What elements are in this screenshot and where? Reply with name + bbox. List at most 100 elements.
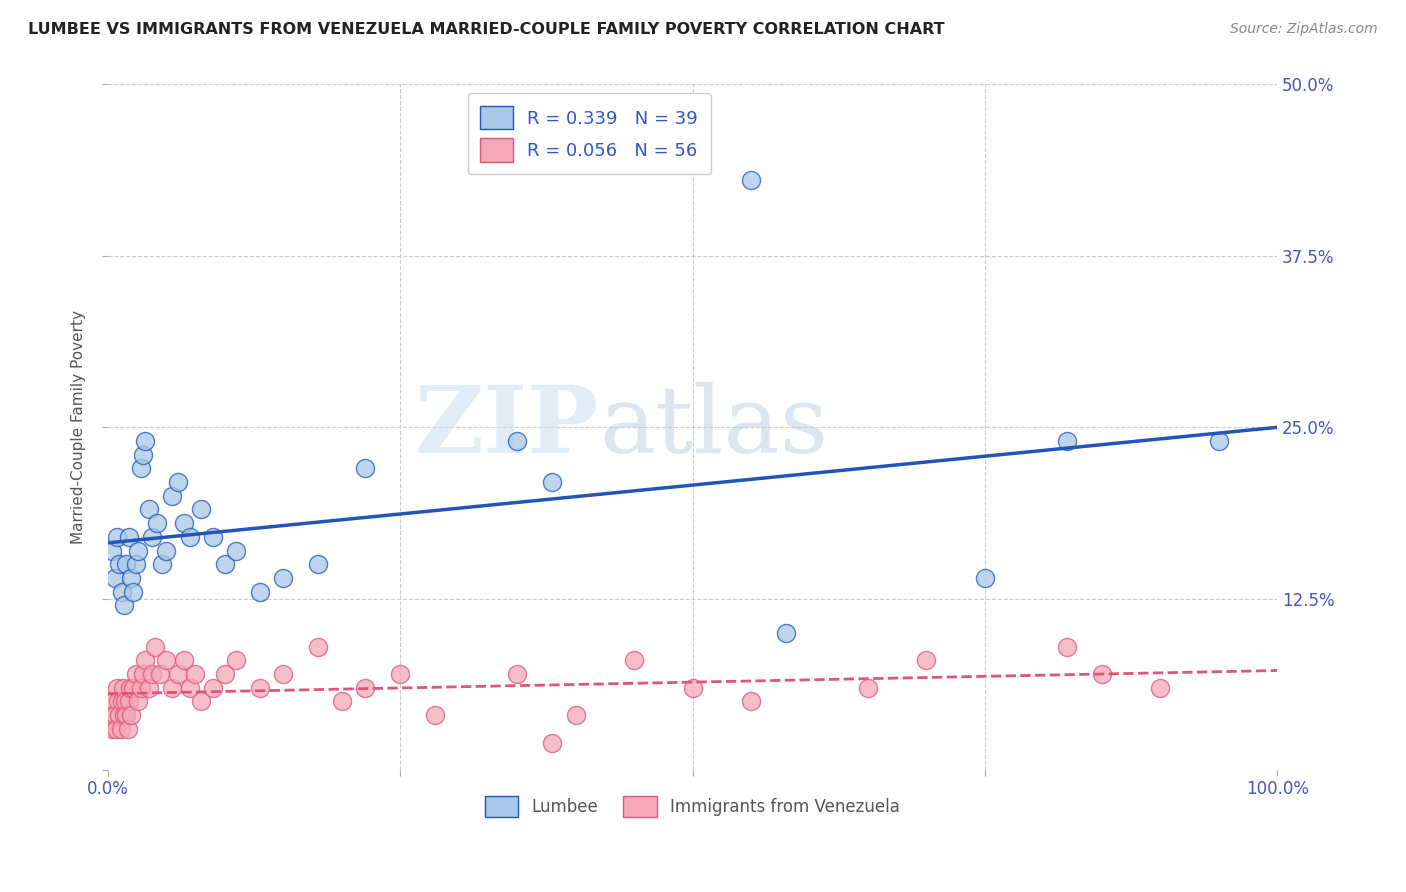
Point	[179, 530, 201, 544]
Point	[143, 640, 166, 654]
Point	[202, 530, 225, 544]
Point	[214, 667, 236, 681]
Point	[425, 708, 447, 723]
Point	[138, 681, 160, 695]
Text: LUMBEE VS IMMIGRANTS FROM VENEZUELA MARRIED-COUPLE FAMILY POVERTY CORRELATION CH: LUMBEE VS IMMIGRANTS FROM VENEZUELA MARR…	[28, 22, 945, 37]
Text: Source: ZipAtlas.com: Source: ZipAtlas.com	[1230, 22, 1378, 37]
Point	[1091, 667, 1114, 681]
Point	[110, 722, 132, 736]
Point	[173, 653, 195, 667]
Point	[104, 722, 127, 736]
Point	[105, 681, 128, 695]
Point	[100, 708, 122, 723]
Point	[118, 530, 141, 544]
Point	[354, 681, 377, 695]
Point	[307, 640, 329, 654]
Y-axis label: Married-Couple Family Poverty: Married-Couple Family Poverty	[72, 310, 86, 544]
Point	[122, 681, 145, 695]
Point	[134, 434, 156, 448]
Point	[915, 653, 938, 667]
Point	[115, 708, 138, 723]
Legend: Lumbee, Immigrants from Venezuela: Lumbee, Immigrants from Venezuela	[478, 789, 907, 823]
Point	[389, 667, 412, 681]
Point	[138, 502, 160, 516]
Point	[111, 681, 134, 695]
Point	[127, 694, 149, 708]
Point	[167, 475, 190, 489]
Point	[160, 681, 183, 695]
Point	[112, 599, 135, 613]
Point	[173, 516, 195, 531]
Point	[775, 626, 797, 640]
Point	[111, 584, 134, 599]
Point	[1208, 434, 1230, 448]
Point	[190, 502, 212, 516]
Point	[146, 516, 169, 531]
Point	[740, 694, 762, 708]
Point	[623, 653, 645, 667]
Point	[354, 461, 377, 475]
Point	[190, 694, 212, 708]
Point	[118, 681, 141, 695]
Point	[120, 708, 142, 723]
Point	[122, 584, 145, 599]
Point	[682, 681, 704, 695]
Point	[214, 558, 236, 572]
Point	[225, 653, 247, 667]
Point	[1149, 681, 1171, 695]
Point	[271, 667, 294, 681]
Point	[118, 694, 141, 708]
Point	[541, 735, 564, 749]
Point	[271, 571, 294, 585]
Point	[541, 475, 564, 489]
Point	[107, 694, 129, 708]
Point	[307, 558, 329, 572]
Point	[330, 694, 353, 708]
Point	[1056, 640, 1078, 654]
Point	[150, 558, 173, 572]
Point	[141, 530, 163, 544]
Point	[112, 708, 135, 723]
Point	[184, 667, 207, 681]
Point	[105, 530, 128, 544]
Point	[249, 681, 271, 695]
Text: atlas: atlas	[599, 382, 828, 472]
Point	[117, 722, 139, 736]
Point	[973, 571, 995, 585]
Point	[104, 708, 127, 723]
Point	[179, 681, 201, 695]
Point	[125, 558, 148, 572]
Point	[132, 667, 155, 681]
Point	[125, 667, 148, 681]
Point	[120, 571, 142, 585]
Point	[101, 722, 124, 736]
Point	[103, 694, 125, 708]
Point	[141, 667, 163, 681]
Point	[225, 543, 247, 558]
Point	[111, 694, 134, 708]
Point	[155, 543, 177, 558]
Point	[108, 708, 131, 723]
Point	[856, 681, 879, 695]
Point	[134, 653, 156, 667]
Point	[149, 667, 172, 681]
Point	[132, 448, 155, 462]
Point	[115, 558, 138, 572]
Point	[506, 667, 529, 681]
Point	[740, 173, 762, 187]
Point	[104, 571, 127, 585]
Point	[108, 558, 131, 572]
Point	[1056, 434, 1078, 448]
Point	[202, 681, 225, 695]
Point	[167, 667, 190, 681]
Text: ZIP: ZIP	[415, 382, 599, 472]
Point	[114, 694, 136, 708]
Point	[506, 434, 529, 448]
Point	[101, 543, 124, 558]
Point	[249, 584, 271, 599]
Point	[160, 489, 183, 503]
Point	[155, 653, 177, 667]
Point	[129, 681, 152, 695]
Point	[129, 461, 152, 475]
Point	[127, 543, 149, 558]
